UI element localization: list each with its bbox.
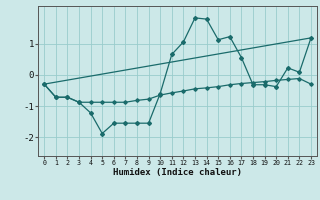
X-axis label: Humidex (Indice chaleur): Humidex (Indice chaleur) [113,168,242,177]
